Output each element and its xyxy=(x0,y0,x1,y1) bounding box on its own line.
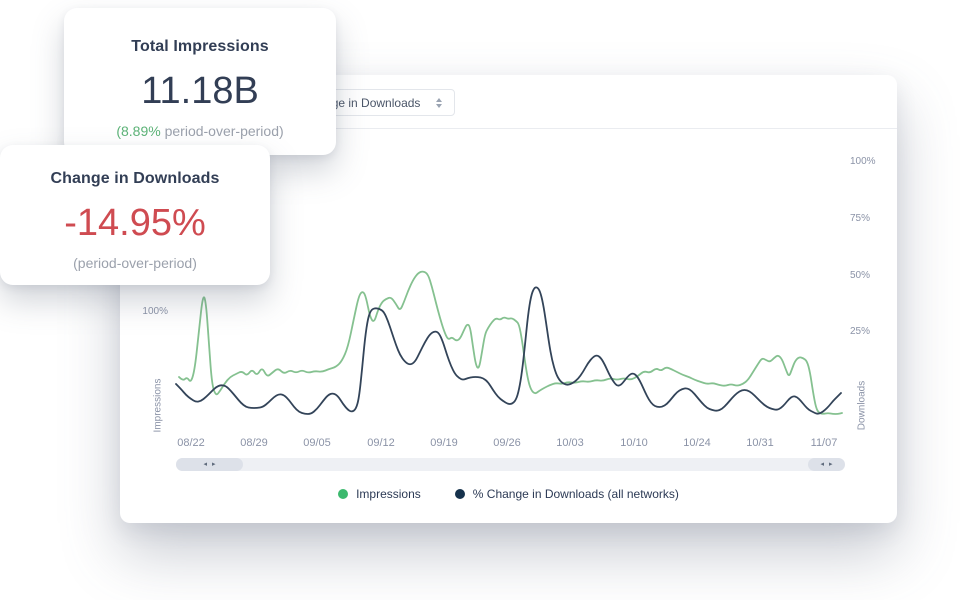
scroll-left-icon[interactable]: ◂ xyxy=(203,461,207,468)
chart-svg xyxy=(175,270,843,415)
right-axis-title: Downloads xyxy=(856,380,868,431)
card-title: Change in Downloads xyxy=(50,170,220,187)
card-value: 11.18B xyxy=(141,70,259,112)
change-caption: period-over-period) xyxy=(160,123,284,139)
left-axis-title: Impressions xyxy=(152,378,164,433)
right-axis-tick: 50% xyxy=(850,270,871,281)
total-impressions-card: Total Impressions 11.18B (8.89% period-o… xyxy=(64,8,336,155)
x-tick-label: 08/22 xyxy=(177,437,205,449)
left-axis-tick: 100% xyxy=(142,306,168,317)
legend-dot-impressions xyxy=(338,489,349,499)
scroll-right-icon[interactable]: ▸ xyxy=(829,461,833,468)
card-subtext: (period-over-period) xyxy=(73,255,197,271)
x-tick-label: 08/29 xyxy=(240,437,268,449)
scroll-left-icon[interactable]: ◂ xyxy=(820,461,824,468)
x-tick-label: 10/10 xyxy=(620,437,648,449)
card-subtext: (8.89% period-over-period) xyxy=(116,123,283,139)
x-tick-label: 09/05 xyxy=(303,437,331,449)
card-value: -14.95% xyxy=(64,202,206,244)
x-tick-label: 10/31 xyxy=(746,437,774,449)
x-tick-label: 09/19 xyxy=(430,437,458,449)
legend-label: % Change in Downloads (all networks) xyxy=(472,487,679,501)
panel-divider xyxy=(120,128,897,129)
legend-item-impressions[interactable]: Impressions xyxy=(338,487,421,501)
legend-dot-downloads xyxy=(454,489,465,499)
select-chevron-icon xyxy=(436,97,442,108)
chart-scrollbar-track[interactable]: ◂ ▸ ◂ ▸ xyxy=(176,458,845,471)
legend-label: Impressions xyxy=(356,487,421,501)
change-percent: (8.89% xyxy=(116,123,161,139)
right-axis-tick: 100% xyxy=(850,156,876,167)
x-tick-label: 11/07 xyxy=(810,437,838,449)
right-axis-tick: 25% xyxy=(850,326,871,337)
legend-item-downloads[interactable]: % Change in Downloads (all networks) xyxy=(454,487,679,501)
right-axis-tick: 75% xyxy=(850,213,871,224)
scrollbar-left-thumb[interactable]: ◂ ▸ xyxy=(176,458,243,471)
x-tick-label: 09/12 xyxy=(367,437,395,449)
x-tick-label: 10/03 xyxy=(556,437,584,449)
card-title: Total Impressions xyxy=(131,38,269,55)
change-in-downloads-card: Change in Downloads -14.95% (period-over… xyxy=(0,145,270,285)
series-line--change-in-downloads-all-networks- xyxy=(175,286,842,415)
x-tick-label: 09/26 xyxy=(493,437,521,449)
scroll-right-icon[interactable]: ▸ xyxy=(212,461,216,468)
series-line-impressions xyxy=(178,270,843,415)
scrollbar-right-thumb[interactable]: ◂ ▸ xyxy=(808,458,845,471)
x-tick-label: 10/24 xyxy=(683,437,711,449)
chart-legend: Impressions % Change in Downloads (all n… xyxy=(120,485,897,503)
